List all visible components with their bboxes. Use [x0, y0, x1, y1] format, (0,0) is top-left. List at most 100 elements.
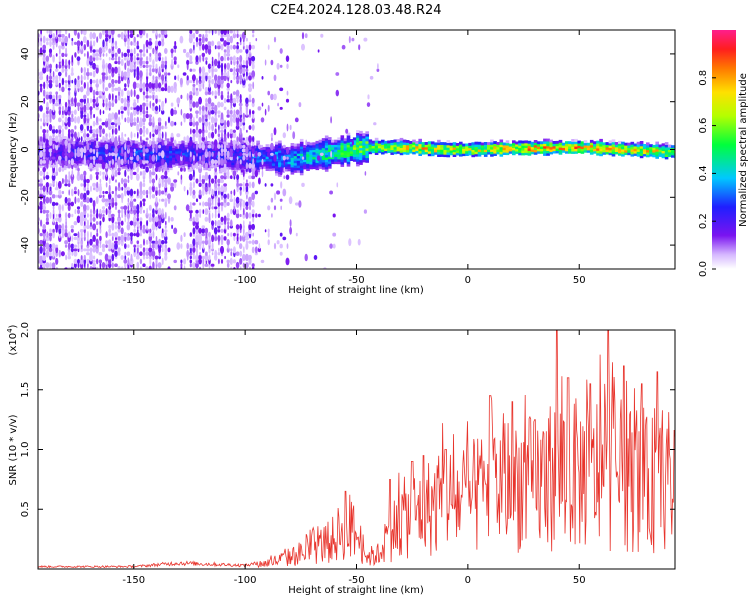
snr-y-label: SNR (10 * v/v) — [8, 414, 19, 485]
heatmap-cell — [293, 148, 298, 152]
heatmap-cell — [521, 147, 525, 151]
heatmap-cell — [122, 142, 126, 145]
heatmap-cell — [114, 79, 118, 84]
heatmap-cell — [58, 249, 61, 258]
heatmap-cell — [536, 143, 541, 147]
heatmap-cell — [251, 61, 255, 64]
heatmap-cell — [70, 225, 75, 229]
heatmap-cell — [204, 239, 209, 246]
heatmap-cell — [205, 37, 208, 42]
heatmap-cell — [169, 150, 173, 154]
heatmap-cell — [235, 261, 240, 269]
heatmap-cell — [343, 159, 348, 163]
heatmap-cell — [104, 155, 109, 161]
heatmap-cell — [434, 144, 438, 148]
heatmap-cell — [299, 170, 304, 173]
heatmap-cell — [142, 247, 146, 253]
heatmap-cell — [381, 142, 385, 145]
heatmap-cell — [608, 140, 613, 144]
heatmap-cell — [99, 78, 102, 85]
heatmap-cell — [452, 149, 457, 153]
heatmap-cell — [75, 160, 79, 164]
heatmap-cell — [356, 151, 360, 155]
heatmap-cell — [462, 148, 466, 152]
heatmap-cell — [73, 233, 78, 237]
heatmap-cell — [608, 147, 613, 151]
heatmap-cell — [239, 105, 242, 112]
heatmap-cell — [48, 189, 53, 196]
heatmap-cell — [53, 152, 58, 156]
heatmap-cell — [396, 150, 401, 154]
heatmap-cell — [165, 143, 170, 146]
heatmap-cell — [64, 80, 68, 84]
heatmap-cell — [276, 240, 280, 245]
heatmap-cell — [195, 147, 199, 154]
heatmap-cell — [181, 142, 185, 146]
heatmap-cell — [267, 90, 271, 96]
heatmap-cell — [540, 146, 544, 149]
heatmap-cell — [437, 139, 441, 143]
heatmap-cell — [299, 146, 304, 149]
heatmap-cell — [430, 150, 435, 154]
heatmap-cell — [137, 163, 142, 167]
heatmap-cell — [79, 173, 84, 181]
heatmap-cell — [334, 156, 338, 160]
heatmap-cell — [73, 244, 78, 248]
heatmap-cell — [105, 208, 108, 216]
heatmap-cell — [142, 82, 146, 89]
heatmap-cell — [340, 156, 345, 160]
heatmap-cell — [140, 154, 145, 158]
heatmap-cell — [105, 33, 109, 38]
heatmap-cell — [39, 239, 43, 245]
heatmap-cell — [62, 138, 67, 142]
heatmap-cell — [181, 147, 185, 151]
heatmap-cell — [282, 236, 287, 241]
heatmap-cell — [94, 157, 98, 160]
heatmap-cell — [129, 220, 134, 226]
heatmap-cell — [214, 30, 217, 34]
heatmap-cell — [86, 106, 90, 111]
heatmap-cell — [251, 55, 256, 62]
heatmap-cell — [207, 144, 212, 149]
heatmap-cell — [143, 155, 145, 161]
heatmap-cell — [335, 89, 339, 97]
heatmap-cell — [124, 216, 127, 223]
heatmap-cell — [119, 166, 123, 170]
heatmap-cell — [161, 100, 165, 109]
heatmap-cell — [152, 59, 155, 66]
heatmap-cell — [552, 150, 557, 154]
heatmap-cell — [362, 149, 366, 153]
heatmap-cell — [189, 212, 192, 219]
heatmap-cell — [144, 146, 148, 150]
heatmap-cell — [636, 149, 641, 152]
heatmap-cell — [157, 76, 162, 80]
heatmap-cell — [270, 142, 274, 151]
heatmap-cell — [649, 153, 653, 157]
heatmap-cell — [293, 155, 298, 159]
heatmap-cell — [86, 159, 90, 164]
heatmap-cell — [40, 118, 42, 122]
heatmap-cell — [133, 144, 137, 149]
heatmap-cell — [126, 221, 130, 225]
heatmap-cell — [229, 106, 233, 110]
heatmap-cell — [337, 154, 341, 157]
heatmap-cell — [117, 194, 121, 199]
heatmap-cell — [149, 190, 152, 195]
heatmap-cell — [111, 78, 115, 85]
heatmap-cell — [45, 55, 50, 62]
heatmap-cell — [184, 158, 189, 162]
heatmap-cell — [106, 153, 111, 157]
heatmap-cell — [390, 147, 394, 151]
heatmap-cell — [120, 234, 124, 243]
heatmap-cell — [155, 186, 158, 191]
heatmap-cell — [154, 127, 159, 135]
heatmap-cell — [217, 59, 221, 66]
heatmap-cell — [515, 151, 519, 154]
heatmap-cell — [208, 182, 211, 188]
heatmap-cell — [225, 164, 229, 167]
heatmap-cell — [254, 150, 258, 158]
heatmap-cell — [399, 147, 404, 151]
heatmap-cell — [471, 144, 475, 148]
heatmap-cell — [239, 162, 243, 169]
heatmap-cell — [142, 117, 146, 123]
